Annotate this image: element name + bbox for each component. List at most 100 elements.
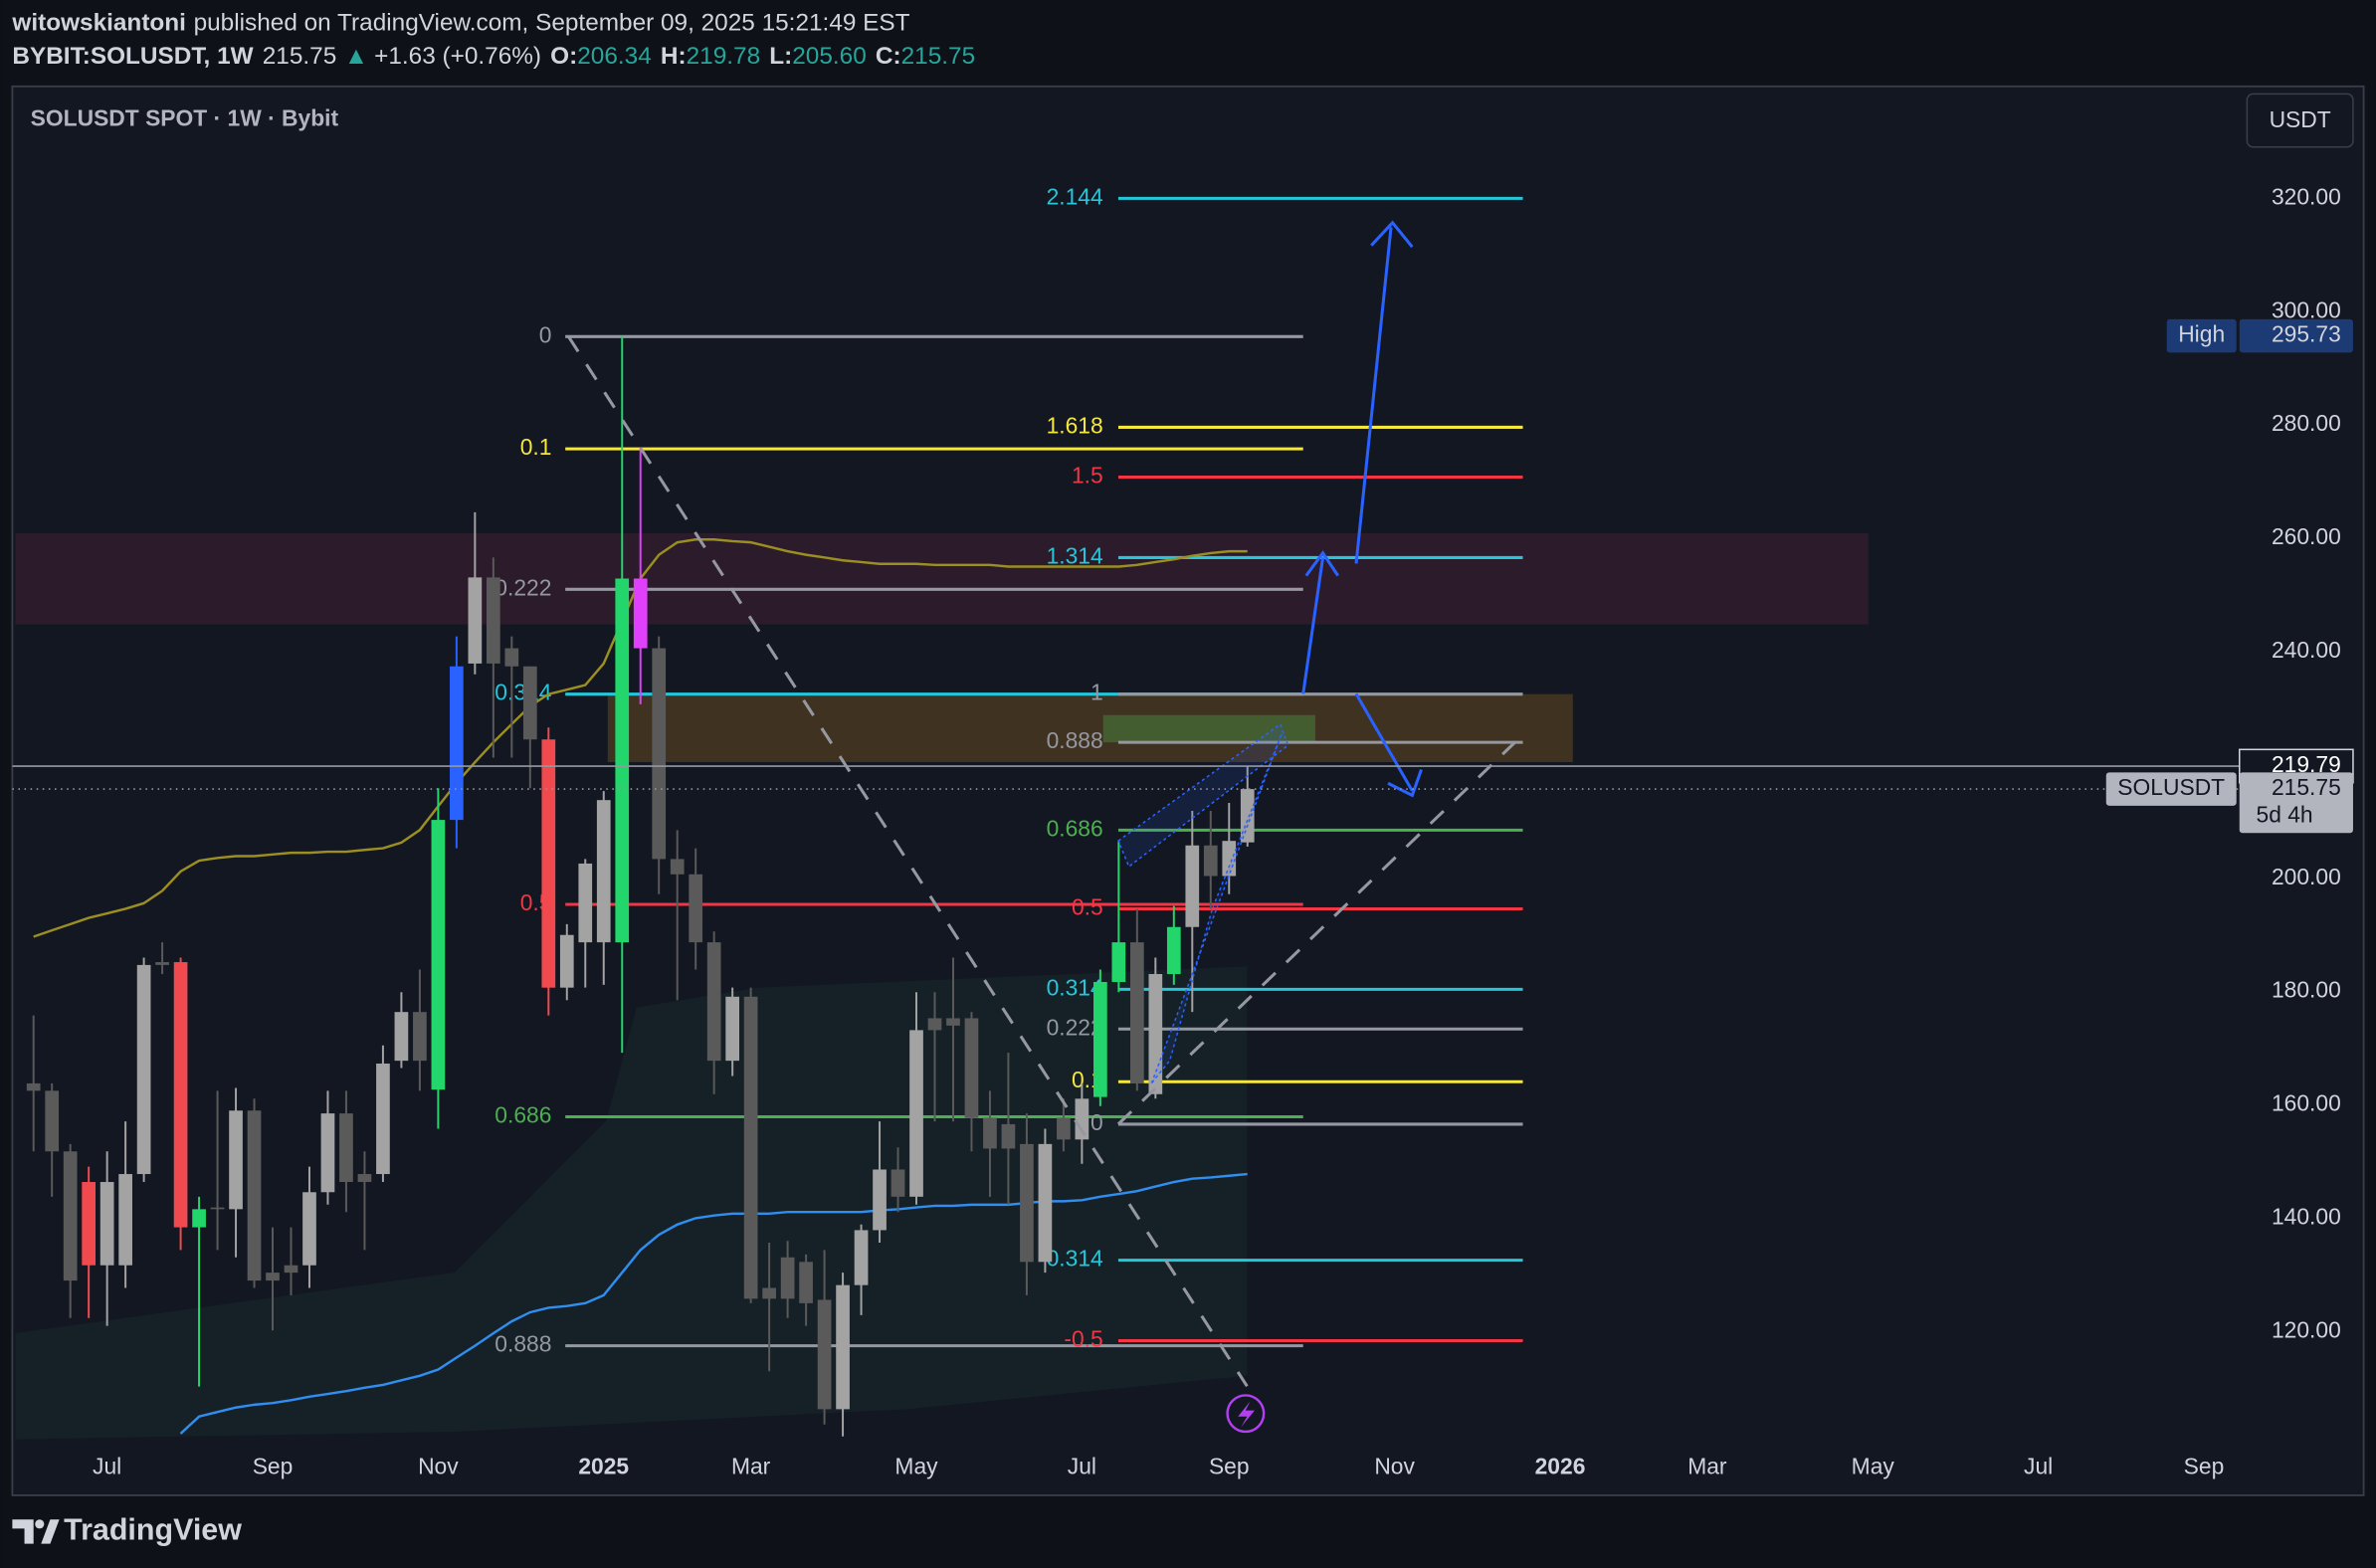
candle-body <box>799 1262 813 1303</box>
currency-button[interactable] <box>2246 93 2354 148</box>
candle-body <box>836 1284 850 1410</box>
fib-label: 2.144 <box>1047 183 1103 209</box>
ohlc-value: 219.78 <box>687 43 761 70</box>
symbol: BYBIT:SOLUSDT, 1W <box>12 43 253 70</box>
candle-body <box>725 996 740 1062</box>
candle-body <box>394 1012 409 1062</box>
candle-body <box>1111 942 1126 982</box>
candle-body <box>320 1113 335 1193</box>
published-text: published on TradingView.com, September … <box>194 10 910 37</box>
candle-body <box>468 577 483 664</box>
candle-body <box>1093 981 1107 1097</box>
candle-body <box>173 962 188 1228</box>
candle-body <box>1240 789 1255 843</box>
candle-body <box>652 648 667 860</box>
candle-body <box>1166 926 1181 975</box>
candle-body <box>431 820 446 1090</box>
fib-label: 0.686 <box>495 1102 551 1128</box>
x-tick-label: 2025 <box>578 1454 629 1479</box>
candle-body <box>522 666 537 740</box>
header: witowskiantoni published on TradingView.c… <box>11 10 975 70</box>
arrow-head <box>1387 769 1423 798</box>
candle-body <box>450 666 464 821</box>
zones <box>15 532 1869 763</box>
x-tick-label: Sep <box>1209 1454 1250 1479</box>
candle-body <box>99 1182 114 1266</box>
high-label-box <box>2166 318 2237 353</box>
y-tick-label: 300.00 <box>2272 296 2341 322</box>
trend-dash <box>1116 733 1524 1125</box>
candle-body <box>946 1018 960 1026</box>
candle-body <box>964 1018 979 1118</box>
chart-title: SOLUSDT SPOT · 1W · Bybit <box>31 104 339 130</box>
last-price-box <box>2239 772 2353 834</box>
fib-label: 0.888 <box>495 1331 551 1357</box>
candle-body <box>155 962 169 965</box>
candle-body <box>909 1030 923 1197</box>
candle-body <box>26 1082 41 1091</box>
candle-body <box>413 1012 427 1062</box>
candle-body <box>192 1209 206 1228</box>
y-tick-label: 200.00 <box>2272 864 2341 889</box>
fib-label: 1.5 <box>1072 463 1103 489</box>
arrow <box>1354 227 1393 564</box>
candle-body <box>229 1110 243 1210</box>
wedge <box>1117 722 1289 869</box>
candle-body <box>780 1257 795 1299</box>
high-value: 295.73 <box>2272 321 2341 347</box>
footer: TradingView <box>12 1513 242 1547</box>
fib-label: 0.1 <box>520 434 552 460</box>
change: +1.63 (+0.76%) <box>374 43 541 70</box>
x-tick-label: Nov <box>418 1454 459 1479</box>
y-tick-label: 280.00 <box>2272 410 2341 436</box>
candle-body <box>670 859 685 875</box>
high-label: High <box>2178 321 2225 347</box>
candle-body <box>45 1090 60 1152</box>
last-price-label: 215.75 <box>2272 774 2341 800</box>
symbol-line: BYBIT:SOLUSDT, 1W 215.75 ▲ +1.63 (+0.76%) O:… <box>12 43 975 70</box>
fib-label: 1.314 <box>1047 542 1103 568</box>
y-tick-label: 260.00 <box>2272 523 2341 549</box>
candles <box>26 335 1255 1437</box>
axes: Jul Sep Nov 2025 Mar May Jul Sep Nov 2026 Mar May Ju… <box>12 183 2354 1479</box>
candle-body <box>82 1182 97 1266</box>
ohlc-value: 215.75 <box>901 43 976 70</box>
fib-label: 0 <box>539 321 552 347</box>
candle-body <box>743 996 758 1299</box>
x-tick-label: Jul <box>2024 1454 2053 1479</box>
arrow-head <box>1304 550 1340 577</box>
ohlc-value: 206.34 <box>577 43 652 70</box>
last-symbol: SOLUSDT <box>2117 774 2225 800</box>
fib-label: 1.618 <box>1047 412 1103 438</box>
zone <box>15 532 1869 625</box>
candle-body <box>873 1169 887 1231</box>
trend-dash <box>566 335 1249 1388</box>
candle-body <box>596 800 611 943</box>
high-value-box <box>2239 318 2353 353</box>
fib-label: 0.222 <box>495 574 551 600</box>
candle-body <box>1075 1098 1089 1140</box>
event-icon[interactable] <box>1226 1394 1266 1434</box>
y-tick-label: 160.00 <box>2272 1090 2341 1116</box>
ohlc-label: H: <box>661 43 687 70</box>
candle-body <box>1001 1123 1016 1149</box>
fib-label: 0 <box>1090 1109 1103 1135</box>
fib-label: 0.686 <box>1047 815 1103 841</box>
candle-body <box>1057 1117 1071 1140</box>
candle-body <box>817 1299 832 1410</box>
candle-body <box>559 934 574 988</box>
arrow <box>1301 557 1325 694</box>
fib-label: 1 <box>1090 680 1103 705</box>
y-tick-label: 120.00 <box>2272 1316 2341 1342</box>
fib-label: -0.5 <box>1064 1326 1102 1352</box>
candle-body <box>1038 1143 1053 1263</box>
candle-body <box>633 578 648 649</box>
drawings <box>566 220 1524 1434</box>
candle-body <box>1020 1143 1034 1263</box>
channel-fill <box>15 966 1248 1440</box>
zone <box>607 693 1573 763</box>
currency-label[interactable]: USDT <box>2270 106 2331 132</box>
x-tick-label: 2026 <box>1535 1454 1586 1479</box>
candle-body <box>339 1113 353 1183</box>
y-tick-label: 140.00 <box>2272 1203 2341 1229</box>
